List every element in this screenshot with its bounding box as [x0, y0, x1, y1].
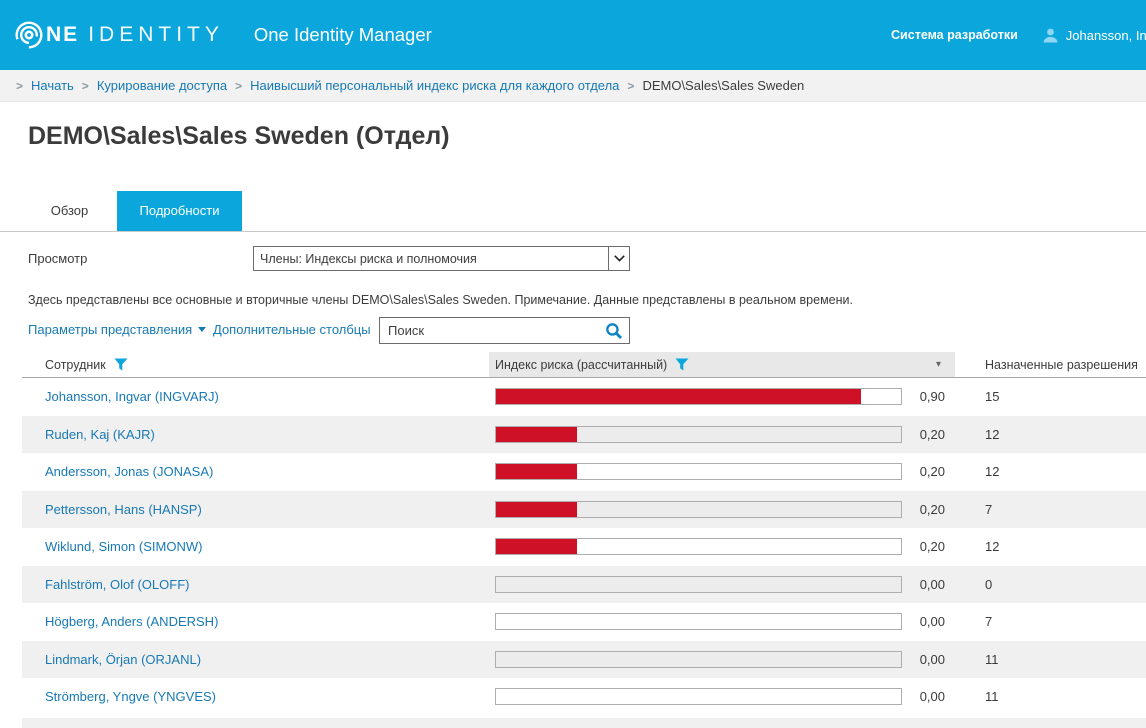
risk-bar-fill — [496, 539, 577, 554]
caret-down-icon — [198, 327, 206, 332]
view-label: Просмотр — [28, 251, 253, 266]
breadcrumb-item[interactable]: Наивысший персональный индекс риска для … — [250, 78, 619, 93]
table-body: Johansson, Ingvar (INGVARJ) 0,90 15 Rude… — [22, 378, 1146, 716]
view-settings-label: Параметры представления — [28, 322, 192, 337]
risk-value: 0,00 — [902, 577, 955, 592]
employee-link[interactable]: Strömberg, Yngve (YNGVES) — [45, 689, 216, 704]
employee-link[interactable]: Ruden, Kaj (KAJR) — [45, 427, 155, 442]
employee-link[interactable]: Högberg, Anders (ANDERSH) — [45, 614, 218, 629]
search-input[interactable] — [380, 323, 605, 338]
risk-bar — [495, 463, 902, 480]
chevron-down-icon[interactable] — [608, 247, 629, 270]
employee-link[interactable]: Fahlström, Olof (OLOFF) — [45, 577, 189, 592]
view-select[interactable]: Члены: Индексы риска и полномочия — [253, 246, 630, 271]
table-row[interactable]: Ruden, Kaj (KAJR) 0,20 12 — [22, 416, 1146, 454]
permissions-count: 12 — [955, 427, 1146, 442]
risk-bar-fill — [496, 389, 861, 404]
breadcrumb-item: DEMO\Sales\Sales Sweden — [642, 78, 804, 93]
members-table: Сотрудник Индекс риска (рассчитанный) ▾ … — [22, 352, 1146, 728]
breadcrumb-item[interactable]: Курирование доступа — [97, 78, 227, 93]
filter-icon[interactable] — [114, 358, 128, 371]
column-header-risk-index[interactable]: Индекс риска (рассчитанный) ▾ — [489, 352, 955, 377]
permissions-count: 0 — [955, 577, 1146, 592]
risk-bar — [495, 426, 902, 443]
description-text: Здесь представлены все основные и вторич… — [28, 293, 1146, 307]
table-row[interactable]: Johansson, Ingvar (INGVARJ) 0,90 15 — [22, 378, 1146, 416]
current-user[interactable]: Johansson, Ingvar — [1066, 28, 1146, 43]
risk-bar-fill — [496, 464, 577, 479]
topbar-right: Система разработки Johansson, Ingvar — [891, 27, 1146, 44]
tab-details[interactable]: Подробности — [117, 191, 242, 231]
table-row[interactable]: Andersson, Jonas (JONASA) 0,20 12 — [22, 453, 1146, 491]
top-header: NE IDENTITY One Identity Manager Система… — [0, 0, 1146, 70]
user-icon — [1042, 27, 1059, 44]
search-icon[interactable] — [605, 322, 623, 340]
employee-link[interactable]: Johansson, Ingvar (INGVARJ) — [45, 389, 219, 404]
column-header-employee[interactable]: Сотрудник — [22, 352, 489, 377]
risk-value: 0,00 — [902, 614, 955, 629]
permissions-count: 15 — [955, 389, 1146, 404]
risk-bar — [495, 388, 902, 405]
view-settings-link[interactable]: Параметры представления — [28, 322, 206, 337]
breadcrumb-item[interactable]: Начать — [31, 78, 74, 93]
risk-value: 0,00 — [902, 689, 955, 704]
search-box — [379, 317, 630, 344]
brand-identity-text: IDENTITY — [88, 23, 224, 47]
table-row[interactable]: Fahlström, Olof (OLOFF) 0,00 0 — [22, 566, 1146, 604]
risk-bar — [495, 501, 902, 518]
breadcrumb: > Начать > Курирование доступа > Наивысший пе… — [0, 70, 1146, 102]
page-title: DEMO\Sales\Sales Sweden (Отдел) — [28, 122, 1146, 151]
chevron-right-icon: > — [627, 79, 634, 93]
risk-value: 0,20 — [902, 502, 955, 517]
partial-next-row — [22, 718, 1146, 728]
risk-value: 0,90 — [902, 389, 955, 404]
table-row[interactable]: Pettersson, Hans (HANSP) 0,20 7 — [22, 491, 1146, 529]
sort-caret-icon[interactable]: ▾ — [936, 359, 941, 370]
table-row[interactable]: Högberg, Anders (ANDERSH) 0,00 7 — [22, 603, 1146, 641]
table-row[interactable]: Wiklund, Simon (SIMONW) 0,20 12 — [22, 528, 1146, 566]
environment-label[interactable]: Система разработки — [891, 28, 1018, 42]
risk-bar — [495, 688, 902, 705]
risk-bar — [495, 651, 902, 668]
risk-bar-fill — [496, 502, 577, 517]
permissions-count: 11 — [955, 652, 1146, 667]
view-select-value: Члены: Индексы риска и полномочия — [254, 252, 608, 266]
employee-link[interactable]: Pettersson, Hans (HANSP) — [45, 502, 202, 517]
brand-one-text: NE — [46, 23, 79, 47]
risk-value: 0,00 — [902, 652, 955, 667]
employee-link[interactable]: Andersson, Jonas (JONASA) — [45, 464, 213, 479]
permissions-count: 12 — [955, 464, 1146, 479]
permissions-count: 7 — [955, 614, 1146, 629]
filter-icon[interactable] — [675, 358, 689, 371]
column-header-permissions[interactable]: Назначенные разрешения — [955, 352, 1146, 377]
employee-link[interactable]: Lindmark, Örjan (ORJANL) — [45, 652, 201, 667]
risk-bar — [495, 538, 902, 555]
employee-link[interactable]: Wiklund, Simon (SIMONW) — [45, 539, 202, 554]
chevron-right-icon: > — [82, 79, 89, 93]
risk-value: 0,20 — [902, 464, 955, 479]
app-title: One Identity Manager — [254, 24, 432, 46]
view-row: Просмотр Члены: Индексы риска и полномоч… — [28, 246, 1146, 271]
risk-value: 0,20 — [902, 539, 955, 554]
one-identity-logo-icon — [14, 20, 44, 50]
permissions-count: 11 — [955, 689, 1146, 704]
permissions-count: 12 — [955, 539, 1146, 554]
additional-columns-link[interactable]: Дополнительные столбцы — [213, 322, 371, 337]
table-header: Сотрудник Индекс риска (рассчитанный) ▾ … — [22, 352, 1146, 378]
risk-bar-fill — [496, 427, 577, 442]
chevron-right-icon: > — [235, 79, 242, 93]
chevron-right-icon: > — [16, 79, 23, 93]
tab-overview[interactable]: Обзор — [22, 191, 117, 231]
brand: NE IDENTITY One Identity Manager — [14, 20, 432, 50]
risk-bar — [495, 576, 902, 593]
tab-bar: Обзор Подробности — [0, 191, 1146, 232]
permissions-count: 7 — [955, 502, 1146, 517]
table-row[interactable]: Strömberg, Yngve (YNGVES) 0,00 11 — [22, 678, 1146, 716]
table-row[interactable]: Lindmark, Örjan (ORJANL) 0,00 11 — [22, 641, 1146, 679]
toolbar: Параметры представления Дополнительные с… — [0, 317, 1146, 345]
risk-bar — [495, 613, 902, 630]
risk-value: 0,20 — [902, 427, 955, 442]
